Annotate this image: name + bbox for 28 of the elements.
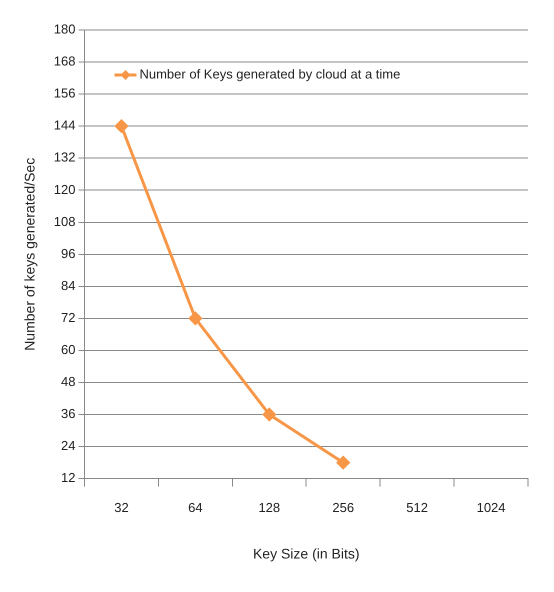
y-tick-label: 156 [54, 86, 76, 101]
legend-label: Number of Keys generated by cloud at a time [139, 66, 400, 82]
y-tick-label: 84 [61, 278, 76, 293]
point [336, 456, 350, 470]
y-tick-label: 72 [61, 310, 76, 325]
y-tick-label: 12 [61, 470, 76, 486]
x-tick-label: 1024 [476, 500, 506, 515]
x-tick-label: 512 [406, 500, 428, 515]
point [262, 408, 276, 422]
y-tick-label: 168 [54, 54, 76, 69]
y-tick-label: 120 [54, 182, 76, 197]
y-tick-label: 132 [54, 150, 76, 165]
x-tick-label: 64 [188, 500, 203, 515]
y-tick-label: 144 [54, 118, 76, 133]
point [188, 312, 202, 325]
y-tick-label: 36 [61, 406, 76, 422]
y-tick-label: 48 [61, 374, 76, 390]
y-tick-label: 60 [61, 342, 76, 358]
point [114, 120, 128, 133]
x-axis-title: Key Size (in Bits) [252, 545, 360, 562]
y-tick-label: 96 [61, 246, 76, 261]
x-tick-label: 128 [258, 500, 280, 515]
y-tick-label: 180 [54, 22, 76, 37]
y-axis-title: Number of keys generated/Sec [21, 158, 38, 351]
x-tick-label: 256 [332, 500, 354, 515]
y-tick-label: 24 [61, 438, 76, 454]
x-tick-label: 32 [114, 500, 129, 515]
y-tick-label: 108 [54, 214, 76, 229]
